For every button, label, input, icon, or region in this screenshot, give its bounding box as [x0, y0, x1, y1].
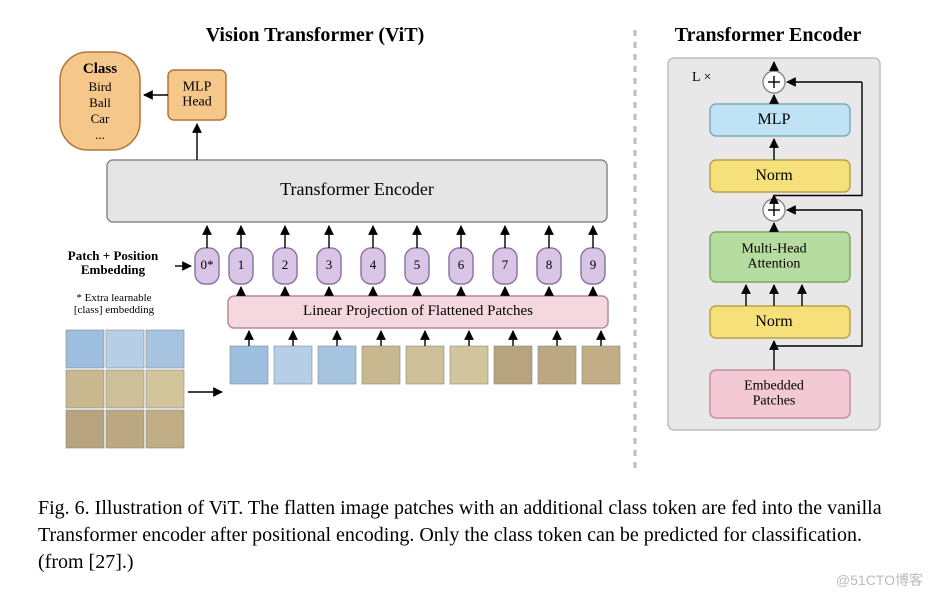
patch — [406, 346, 444, 384]
grid-patch — [106, 330, 144, 368]
patch — [318, 346, 356, 384]
token: 5 — [414, 257, 421, 272]
enc-mha: Multi-HeadAttention — [741, 242, 806, 272]
grid-patch — [66, 330, 104, 368]
patch — [494, 346, 532, 384]
right-title: Transformer Encoder — [675, 24, 862, 46]
token: 6 — [458, 257, 465, 272]
token: 9 — [590, 257, 597, 272]
encoder-box: Transformer Encoder — [280, 179, 434, 199]
token: 0* — [201, 257, 214, 272]
left-title: Vision Transformer (ViT) — [206, 24, 425, 46]
token: 4 — [370, 257, 377, 272]
extra-note: * Extra learnable[class] embedding — [74, 291, 155, 315]
figure-caption: Fig. 6. Illustration of ViT. The flatten… — [38, 495, 892, 576]
vit-diagram: Vision Transformer (ViT) Class BirdBallCar… — [0, 0, 929, 490]
grid-patch — [66, 370, 104, 408]
L-label: L × — [692, 70, 711, 85]
token: 7 — [502, 257, 509, 272]
enc-mlp: MLP — [758, 111, 791, 128]
token: 8 — [546, 257, 553, 272]
grid-patch — [146, 330, 184, 368]
class-item: Ball — [89, 95, 111, 110]
token: 2 — [282, 257, 289, 272]
grid-patch — [106, 410, 144, 448]
patch — [450, 346, 488, 384]
token: 1 — [238, 257, 245, 272]
patch — [538, 346, 576, 384]
grid-patch — [146, 410, 184, 448]
enc-embedded: EmbeddedPatches — [744, 379, 804, 409]
class-item: ... — [95, 127, 105, 142]
grid-patch — [146, 370, 184, 408]
watermark: @51CTO博客 — [836, 570, 923, 590]
mlp-head: MLPHead — [182, 80, 212, 110]
patch — [582, 346, 620, 384]
patch — [230, 346, 268, 384]
patch-pos-label: Patch + PositionEmbedding — [68, 248, 159, 277]
patch — [362, 346, 400, 384]
class-item: Bird — [88, 79, 112, 94]
patch — [274, 346, 312, 384]
grid-patch — [66, 410, 104, 448]
token: 3 — [326, 257, 333, 272]
grid-patch — [106, 370, 144, 408]
class-header: Class — [83, 61, 117, 77]
enc-norm1: Norm — [755, 167, 793, 184]
class-item: Car — [91, 111, 110, 126]
linear-projection: Linear Projection of Flattened Patches — [303, 303, 533, 319]
enc-norm2: Norm — [755, 313, 793, 330]
